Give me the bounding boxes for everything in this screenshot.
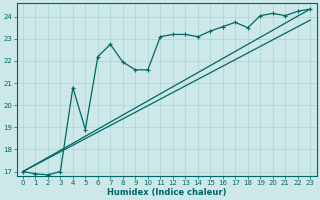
X-axis label: Humidex (Indice chaleur): Humidex (Indice chaleur) (107, 188, 226, 197)
